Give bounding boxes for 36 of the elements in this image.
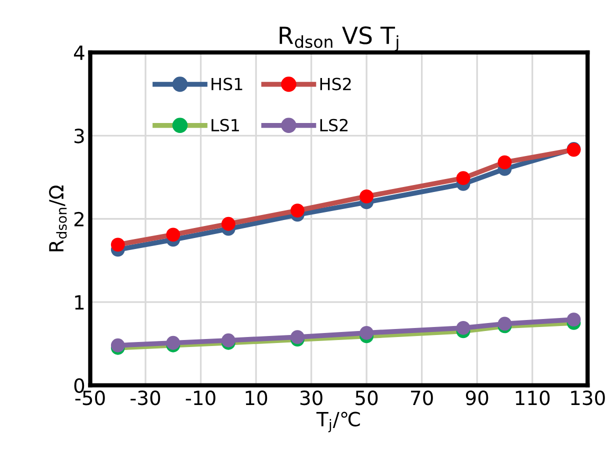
point (360, 189, 374, 204)
point (360, 326, 374, 340)
y-tick-label: 3 (74, 128, 84, 144)
y-tick-label: 4 (74, 46, 84, 60)
point (498, 155, 512, 170)
x-tick-label: 30 (300, 390, 322, 406)
x-tick-label: 70 (411, 390, 433, 406)
x-tick-label: 110 (516, 390, 550, 406)
point (456, 171, 470, 186)
point (110, 338, 125, 352)
point (166, 228, 180, 242)
x-tick-label: -30 (130, 390, 160, 406)
x-tick-label: -10 (186, 390, 216, 406)
x-tick-label: -50 (75, 390, 105, 406)
x-tick-label: 50 (356, 390, 378, 406)
point (566, 312, 581, 327)
legend-label: HS1 (212, 78, 242, 90)
point (221, 216, 236, 231)
y-axis-title: R$_{dson}$/Ω (49, 186, 67, 252)
point (166, 336, 180, 350)
legend-label: LS1 (212, 118, 239, 132)
point (456, 320, 470, 335)
x-tick-label: 90 (466, 390, 488, 406)
point (110, 238, 125, 252)
point (221, 333, 236, 348)
y-tick-label: 2 (74, 212, 84, 226)
y-tick-label: 1 (75, 295, 84, 310)
legend-label: LS2 (320, 118, 348, 132)
point (498, 316, 512, 331)
point (290, 330, 304, 344)
y-tick-label: 0 (74, 378, 84, 393)
x-tick-label: 130 (571, 390, 605, 406)
x-tick-label: 10 (246, 390, 268, 406)
point (290, 204, 304, 218)
legend-label: HS2 (320, 78, 351, 90)
x-axis-title: T$_{j}$/℃ (316, 412, 360, 432)
